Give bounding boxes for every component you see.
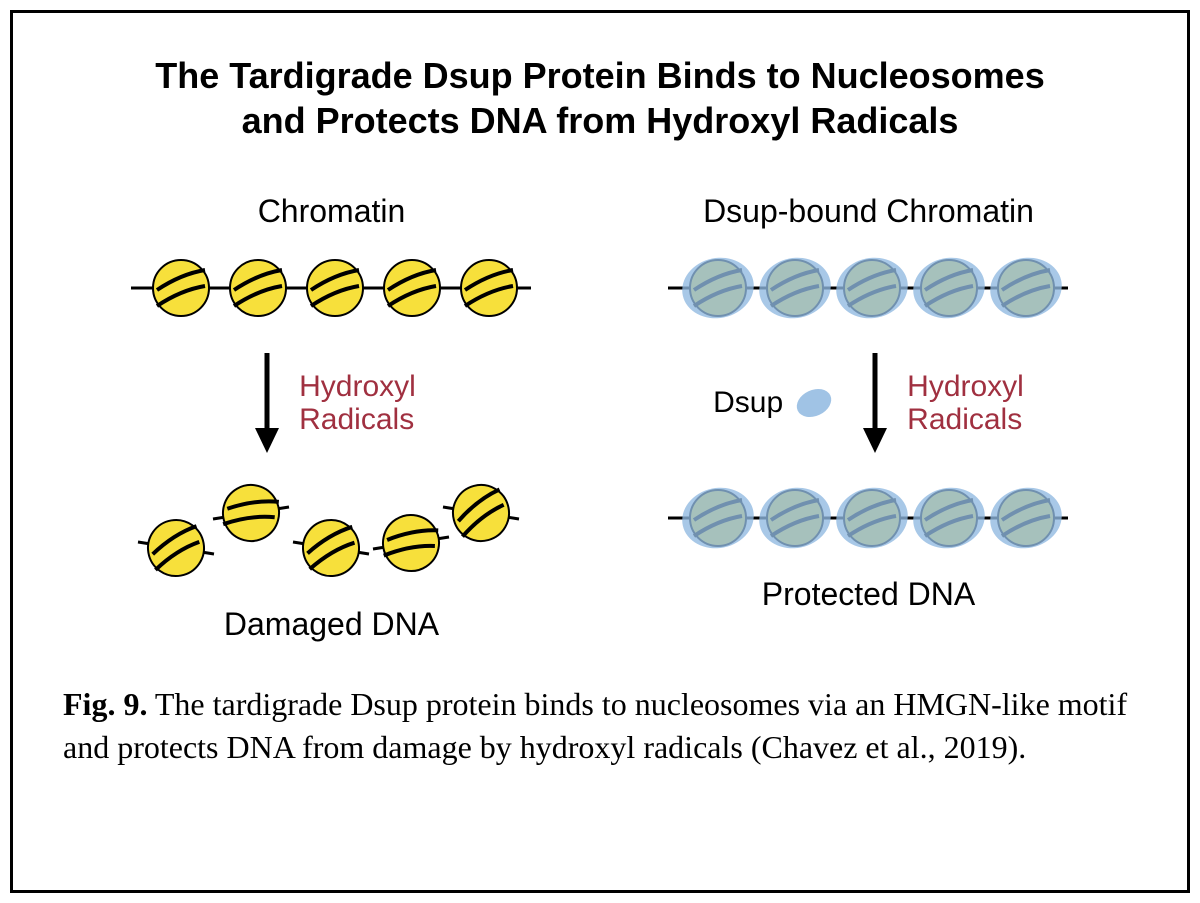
figure-caption: Fig. 9. The tardigrade Dsup protein bind… — [63, 683, 1137, 769]
left-column: Chromatin Hydroxyl Rad — [74, 193, 590, 643]
dsup-legend-icon — [791, 383, 837, 423]
right-column: Dsup-bound Chromatin Dsup Hydr — [611, 193, 1127, 613]
right-radicals-label: Hydroxyl Radicals — [907, 370, 1024, 436]
chromatin-damaged — [74, 478, 590, 588]
title-line-2: and Protects DNA from Hydroxyl Radicals — [242, 100, 959, 141]
diagram-row: Chromatin Hydroxyl Rad — [63, 193, 1137, 643]
figure-number: Fig. 9. — [63, 686, 147, 722]
left-header: Chromatin — [258, 193, 406, 230]
dsup-legend-label: Dsup — [713, 386, 783, 420]
dsup-chromatin-top — [611, 248, 1127, 328]
figure-title: The Tardigrade Dsup Protein Binds to Nuc… — [63, 53, 1137, 143]
down-arrow-icon — [247, 348, 287, 458]
right-arrow-row: Dsup Hydroxyl Radicals — [611, 348, 1127, 458]
left-arrow-row: Hydroxyl Radicals — [74, 348, 590, 458]
right-result: Protected DNA — [762, 576, 975, 613]
caption-text: The tardigrade Dsup protein binds to nuc… — [63, 686, 1127, 765]
dsup-chromatin-bottom — [611, 478, 1127, 558]
left-radicals-label: Hydroxyl Radicals — [299, 370, 416, 436]
figure-frame: The Tardigrade Dsup Protein Binds to Nuc… — [10, 10, 1190, 893]
title-line-1: The Tardigrade Dsup Protein Binds to Nuc… — [155, 55, 1044, 96]
chromatin-intact — [74, 248, 590, 328]
down-arrow-icon — [855, 348, 895, 458]
right-header: Dsup-bound Chromatin — [703, 193, 1034, 230]
left-result: Damaged DNA — [224, 606, 439, 643]
